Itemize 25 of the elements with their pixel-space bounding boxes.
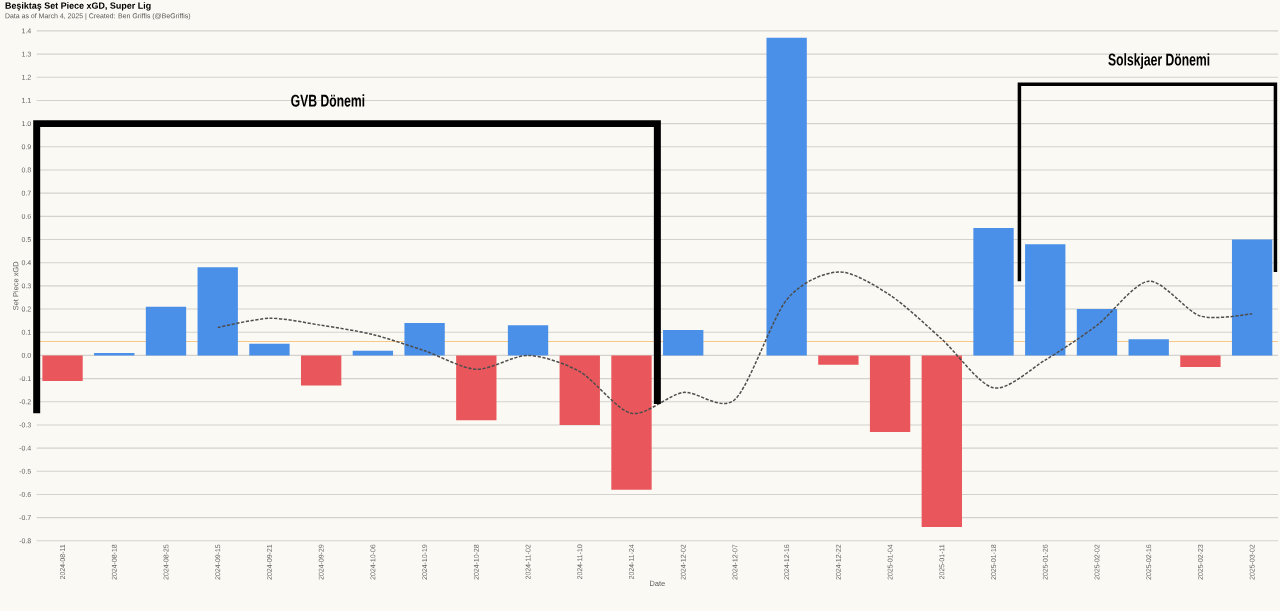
bar bbox=[1231, 239, 1273, 356]
bar bbox=[559, 355, 600, 426]
bar bbox=[249, 343, 290, 356]
bar bbox=[663, 330, 704, 356]
bar bbox=[145, 306, 187, 356]
bar bbox=[1076, 309, 1118, 356]
bar bbox=[1128, 339, 1169, 356]
annotation: Solskjaer Dönemi bbox=[1108, 53, 1210, 70]
bar bbox=[973, 228, 1014, 356]
bar bbox=[921, 355, 962, 528]
bar bbox=[869, 355, 911, 433]
bar bbox=[456, 355, 497, 421]
chart-title: Beşiktaş Set Piece xGD, Super Lig bbox=[5, 2, 151, 11]
bar bbox=[300, 355, 342, 386]
bar bbox=[507, 325, 549, 356]
bar bbox=[818, 355, 859, 365]
bar bbox=[197, 267, 238, 356]
bar bbox=[1180, 355, 1221, 368]
bar bbox=[611, 355, 652, 490]
annotation: GVB Dönemi bbox=[291, 94, 365, 107]
bar bbox=[766, 38, 807, 356]
bar bbox=[404, 323, 445, 356]
bar bbox=[42, 355, 83, 382]
bar bbox=[1025, 244, 1066, 356]
line-series bbox=[216, 271, 1253, 415]
